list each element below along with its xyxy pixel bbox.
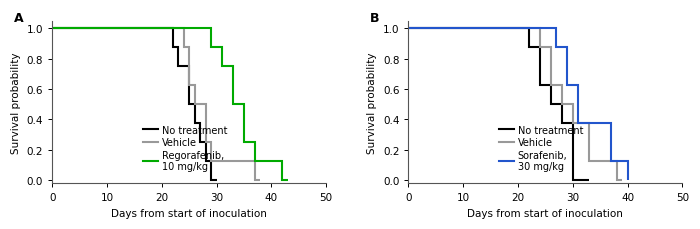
- Y-axis label: Survival probability: Survival probability: [11, 52, 21, 153]
- Legend: No treatment, Vehicle, Sorafenib,
30 mg/kg: No treatment, Vehicle, Sorafenib, 30 mg/…: [496, 121, 587, 175]
- Text: B: B: [370, 12, 379, 25]
- X-axis label: Days from start of inoculation: Days from start of inoculation: [111, 208, 267, 218]
- Y-axis label: Survival probability: Survival probability: [368, 52, 377, 153]
- Legend: No treatment, Vehicle, Regorafenib,
10 mg/kg: No treatment, Vehicle, Regorafenib, 10 m…: [139, 121, 231, 175]
- X-axis label: Days from start of inoculation: Days from start of inoculation: [468, 208, 623, 218]
- Text: A: A: [14, 12, 24, 25]
